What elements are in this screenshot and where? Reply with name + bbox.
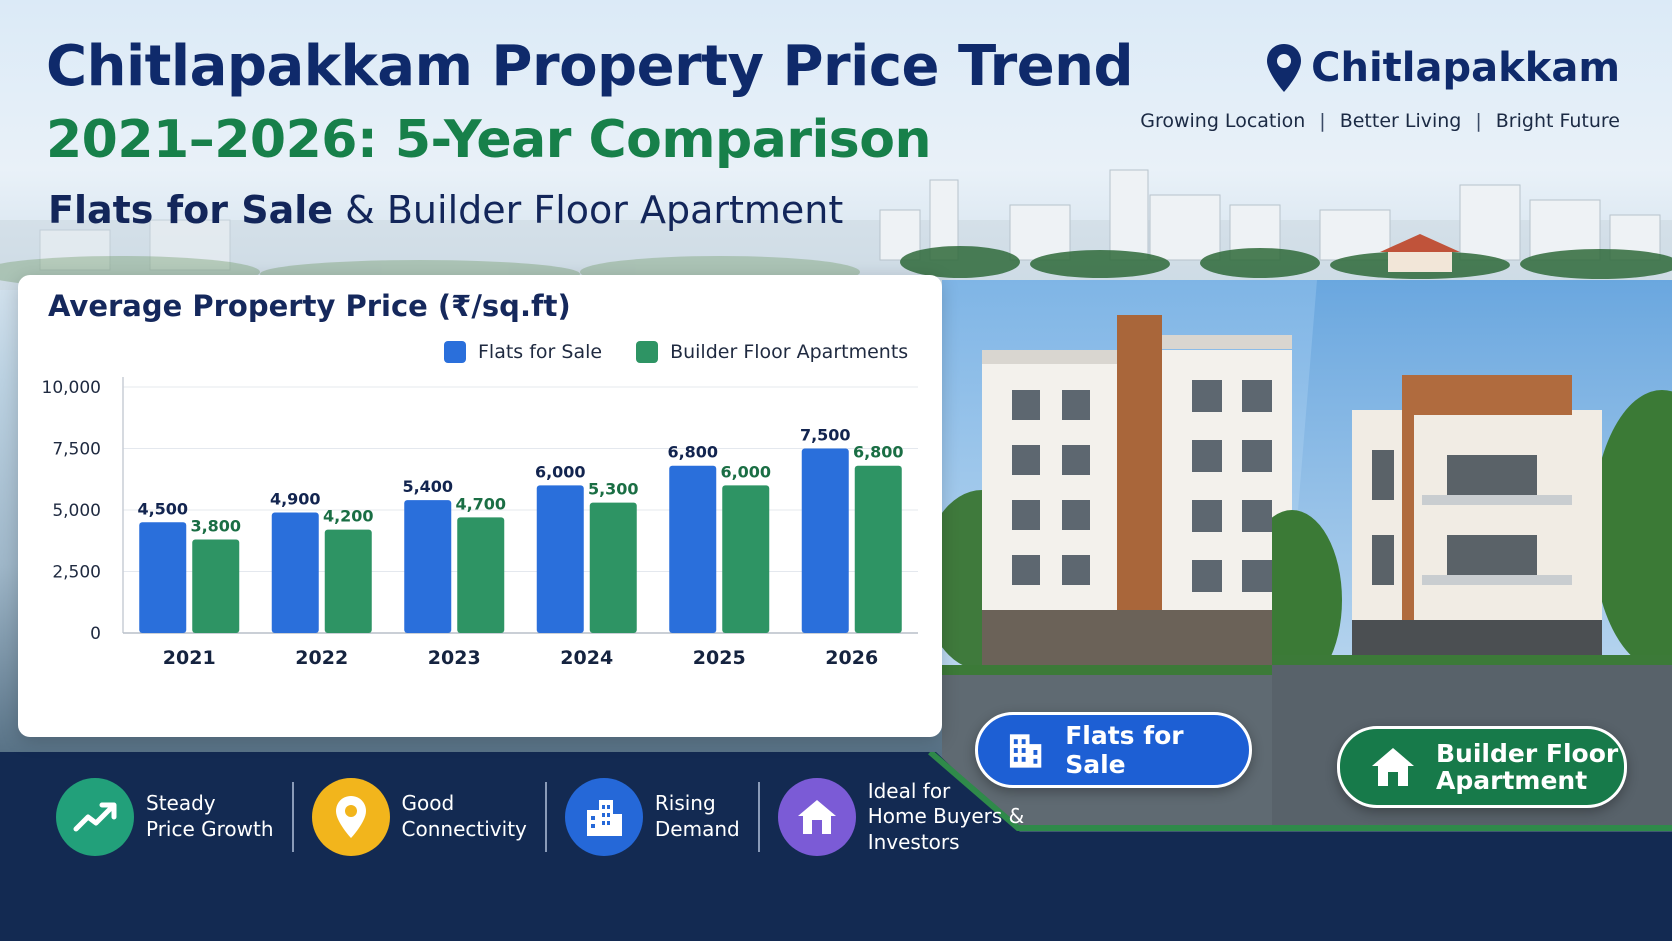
feature-line: Rising	[654, 791, 716, 816]
y-tick-label: 7,500	[52, 440, 101, 460]
feature-label: Steady Price Growth	[146, 791, 274, 842]
builder-floor-badge: Builder Floor Apartment	[1337, 726, 1627, 808]
bar-builder	[854, 465, 902, 633]
feature-item: Good Connectivity	[311, 778, 543, 856]
bar-builder	[457, 517, 505, 633]
feature-line: Ideal for	[867, 778, 951, 803]
apartment-building-icon	[1009, 734, 1042, 768]
brand-name: Chitlapakkam	[1311, 45, 1620, 91]
feature-divider	[757, 782, 760, 852]
legend-item-flats: Flats for Sale	[444, 341, 602, 363]
x-tick-label: 2021	[163, 647, 216, 669]
subtitle-years: 2021–2026: 5-Year Comparison	[46, 110, 932, 170]
tagline-item: Better Living	[1339, 110, 1462, 132]
flats-badge-label: Flats for Sale	[1065, 721, 1184, 779]
tagline-item: Bright Future	[1495, 110, 1620, 132]
feature-item: Ideal for Home Buyers & Investors	[777, 778, 1041, 856]
y-tick-label: 10,000	[42, 378, 101, 398]
builder-badge-line1: Builder Floor	[1436, 738, 1619, 768]
data-label: 4,900	[270, 489, 321, 508]
y-tick-label: 0	[90, 624, 101, 644]
data-label: 4,500	[137, 499, 188, 518]
main-title: Chitlapakkam Property Price Trend	[46, 34, 1134, 99]
legend-label-flats: Flats for Sale	[478, 341, 603, 363]
legend-item-builder: Builder Floor Apartments	[636, 341, 908, 363]
bar-builder	[722, 485, 770, 633]
data-label: 7,500	[800, 426, 851, 445]
builder-badge-line2: Apartment	[1436, 766, 1588, 795]
builder-badge-label: Builder Floor Apartment	[1436, 738, 1619, 795]
feature-divider	[291, 782, 294, 852]
subtitle-flats: Flats for Sale	[48, 188, 334, 232]
flats-for-sale-badge: Flats for Sale	[975, 712, 1252, 788]
legend-swatch-builder	[636, 341, 659, 363]
data-label: 5,400	[402, 477, 453, 496]
data-label: 5,300	[588, 480, 639, 499]
data-label: 3,800	[190, 517, 241, 536]
feature-line: Steady	[146, 791, 216, 816]
bar-flats	[669, 465, 717, 633]
buildings-icon	[564, 778, 643, 856]
trend-up-icon	[56, 778, 134, 856]
location-pin-icon	[1267, 44, 1302, 92]
data-label: 6,000	[535, 462, 586, 481]
chart-legend: Flats for Sale Builder Floor Apartments	[444, 341, 908, 363]
feature-line: Good	[401, 791, 455, 816]
legend-label-builder: Builder Floor Apartments	[670, 341, 909, 363]
chart-title: Average Property Price (₹/sq.ft)	[48, 289, 571, 323]
feature-label: Ideal for Home Buyers & Investors	[868, 779, 1025, 856]
data-label: 6,800	[853, 443, 904, 462]
legend-swatch-flats	[444, 341, 466, 363]
feature-line: Investors	[867, 829, 960, 854]
data-label: 6,800	[667, 443, 718, 462]
data-label: 4,200	[323, 507, 374, 526]
bar-flats	[801, 448, 849, 633]
location-pin-icon	[311, 778, 390, 856]
feature-label: Rising Demand	[655, 791, 740, 842]
y-tick-label: 2,500	[52, 563, 101, 583]
tagline-item: Growing Location	[1140, 110, 1306, 132]
tagline-separator: |	[1475, 110, 1482, 132]
x-tick-label: 2024	[560, 647, 613, 669]
x-tick-label: 2022	[295, 647, 348, 669]
brand-tagline: Growing Location | Better Living | Brigh…	[1140, 110, 1620, 132]
x-tick-label: 2023	[428, 647, 481, 669]
feature-line: Home Buyers &	[867, 804, 1025, 829]
subtitle-categories: Flats for Sale & Builder Floor Apartment	[48, 188, 843, 232]
bar-builder	[192, 539, 240, 633]
bar-flats	[139, 522, 187, 633]
bar-builder	[324, 529, 372, 633]
feature-line: Demand	[654, 817, 740, 841]
feature-line: Connectivity	[401, 817, 527, 841]
bar-flats	[536, 485, 584, 633]
data-label: 4,700	[455, 494, 506, 513]
feature-line: Price Growth	[146, 817, 274, 841]
subtitle-builder: & Builder Floor Apartment	[345, 188, 844, 232]
feature-item: Rising Demand	[564, 778, 756, 856]
feature-label: Good Connectivity	[402, 791, 527, 842]
feature-list: Steady Price Growth Good Connectivity Risi…	[56, 778, 1040, 856]
x-tick-label: 2026	[825, 647, 878, 669]
tagline-separator: |	[1319, 110, 1326, 132]
feature-divider	[544, 782, 547, 852]
bar-flats	[404, 500, 452, 633]
feature-item: Steady Price Growth	[56, 778, 290, 856]
brand-logo: Chitlapakkam	[1267, 44, 1620, 92]
house-icon	[1372, 748, 1414, 786]
y-tick-label: 5,000	[52, 501, 101, 521]
data-label: 6,000	[720, 462, 771, 481]
bar-flats	[271, 512, 319, 633]
x-tick-label: 2025	[693, 647, 746, 669]
chart-card: Average Property Price (₹/sq.ft) Flats f…	[18, 275, 942, 737]
home-icon	[777, 778, 856, 856]
bar-builder	[589, 502, 637, 633]
